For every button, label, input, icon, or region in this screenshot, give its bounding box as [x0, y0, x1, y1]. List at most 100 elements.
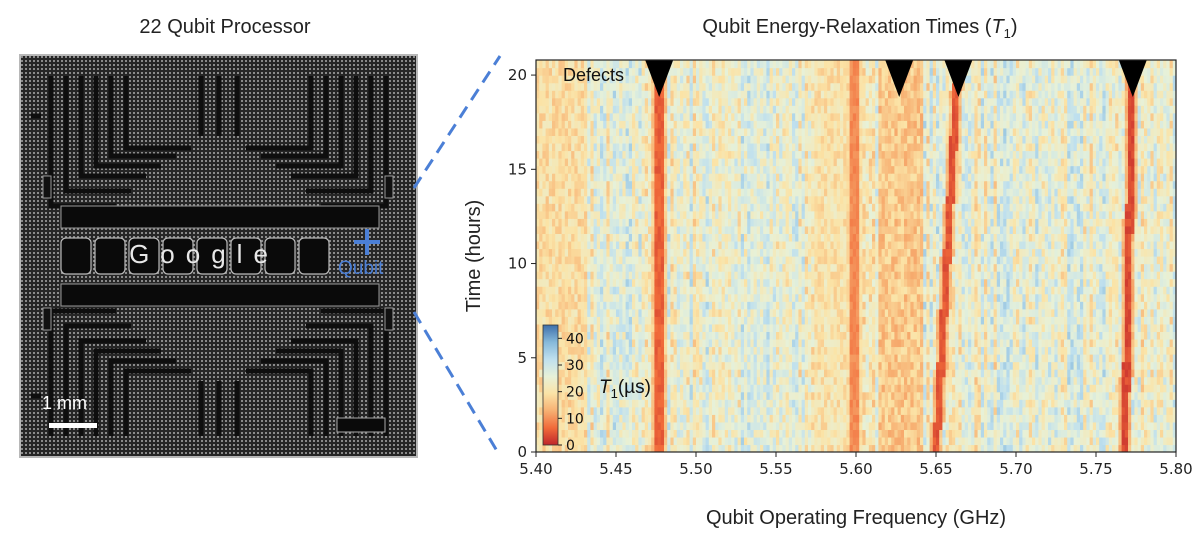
- heatmap-cell: [654, 369, 659, 378]
- heatmap-cell: [568, 361, 572, 370]
- heatmap-cell: [996, 406, 1001, 415]
- heatmap-cell: [952, 406, 956, 415]
- heatmap-cell: [699, 414, 703, 423]
- heatmap-cell: [942, 421, 947, 430]
- heatmap-cell: [1054, 391, 1059, 400]
- heatmap-cell: [536, 369, 540, 378]
- heatmap-cell: [1108, 414, 1113, 423]
- heatmap-cell: [814, 414, 819, 423]
- heatmap-cell: [1169, 436, 1174, 446]
- heatmap-cell: [696, 444, 700, 452]
- heatmap-cell: [1131, 391, 1135, 400]
- heatmap-cell: [1044, 414, 1049, 423]
- heatmap-cell: [814, 406, 819, 415]
- heatmap-cell: [584, 391, 588, 400]
- heatmap-cell: [881, 369, 886, 378]
- heatmap-cell: [961, 436, 966, 446]
- heatmap-cell: [1172, 436, 1176, 446]
- heatmap-cell: [868, 421, 873, 430]
- heatmap-cell: [792, 421, 796, 430]
- heatmap-cell: [740, 444, 745, 452]
- heatmap-cell: [692, 376, 697, 385]
- heatmap-cell: [939, 354, 943, 363]
- heatmap-cell: [747, 346, 751, 355]
- heatmap-cell: [635, 384, 639, 393]
- heatmap-cell: [673, 369, 678, 378]
- heatmap-cell: [814, 436, 819, 446]
- heatmap-cell: [715, 369, 719, 378]
- heatmap-cell: [1012, 421, 1017, 430]
- heatmap-cell: [836, 414, 841, 423]
- heatmap-cell: [929, 384, 934, 393]
- heatmap-cell: [756, 384, 761, 393]
- heatmap-cell: [1099, 391, 1103, 400]
- heatmap-cell: [1044, 361, 1049, 370]
- heatmap-cell: [689, 376, 694, 385]
- heatmap-cell: [801, 406, 806, 415]
- heatmap-cell: [654, 384, 659, 393]
- heatmap-cell: [689, 399, 694, 408]
- heatmap-cell: [728, 338, 732, 348]
- heatmap-cell: [1121, 444, 1126, 452]
- heatmap-cell: [769, 391, 774, 400]
- heatmap-cell: [683, 399, 687, 408]
- heatmap-cell: [1048, 376, 1052, 385]
- heatmap-cell: [760, 354, 764, 363]
- heatmap-cell: [1083, 421, 1087, 430]
- heatmap-cell: [686, 369, 691, 378]
- heatmap-cell: [1009, 436, 1014, 446]
- heatmap-cell: [814, 399, 819, 408]
- heatmap-cell: [734, 429, 739, 438]
- heatmap-cell: [731, 384, 735, 393]
- heatmap-cell: [856, 376, 860, 385]
- heatmap-cell: [836, 376, 841, 385]
- heatmap-cell: [1032, 384, 1036, 393]
- heatmap-cell: [699, 361, 703, 370]
- heatmap-cell: [1032, 338, 1036, 348]
- heatmap-cell: [654, 346, 659, 355]
- heatmap-cell: [1131, 369, 1135, 378]
- heatmap-cell: [596, 346, 601, 355]
- heatmap-cell: [638, 346, 643, 355]
- heatmap-cell: [1032, 414, 1036, 423]
- heatmap-cell: [849, 391, 854, 400]
- heatmap-cell: [859, 414, 863, 423]
- heatmap-cell: [648, 384, 652, 393]
- heatmap-cell: [612, 429, 617, 438]
- heatmap-cell: [673, 414, 678, 423]
- heatmap-cell: [795, 384, 799, 393]
- heatmap-cell: [788, 384, 793, 393]
- heatmap-cell: [664, 346, 668, 355]
- heatmap-cell: [1083, 384, 1087, 393]
- heatmap-cell: [696, 399, 700, 408]
- heatmap-cell: [1028, 354, 1033, 363]
- heatmap-cell: [747, 376, 751, 385]
- heatmap-cell: [952, 444, 956, 452]
- heatmap-cell: [1067, 384, 1071, 393]
- heatmap-cell: [785, 376, 790, 385]
- heatmap-cell: [932, 399, 937, 408]
- heatmap-cell: [568, 369, 572, 378]
- heatmap-cell: [993, 414, 998, 423]
- heatmap-cell: [894, 338, 899, 348]
- heatmap-cell: [699, 346, 703, 355]
- heatmap-cell: [1003, 391, 1007, 400]
- heatmap-cell: [792, 444, 796, 452]
- heatmap-cell: [1038, 354, 1043, 363]
- heatmap-cell: [1032, 406, 1036, 415]
- heatmap-cell: [945, 436, 950, 446]
- heatmap-cell: [1025, 391, 1030, 400]
- heatmap-cell: [644, 421, 649, 430]
- heatmap-cell: [1102, 346, 1107, 355]
- heatmap-cell: [884, 406, 889, 415]
- heatmap-cell: [1099, 414, 1103, 423]
- heatmap-cell: [788, 414, 793, 423]
- heatmap-cell: [900, 414, 905, 423]
- heatmap-cell: [792, 376, 796, 385]
- heatmap-cell: [811, 346, 815, 355]
- heatmap-cell: [664, 406, 668, 415]
- heatmap-cell: [606, 346, 611, 355]
- heatmap-cell: [936, 376, 940, 385]
- heatmap-cell: [776, 369, 780, 378]
- heatmap-cell: [673, 384, 678, 393]
